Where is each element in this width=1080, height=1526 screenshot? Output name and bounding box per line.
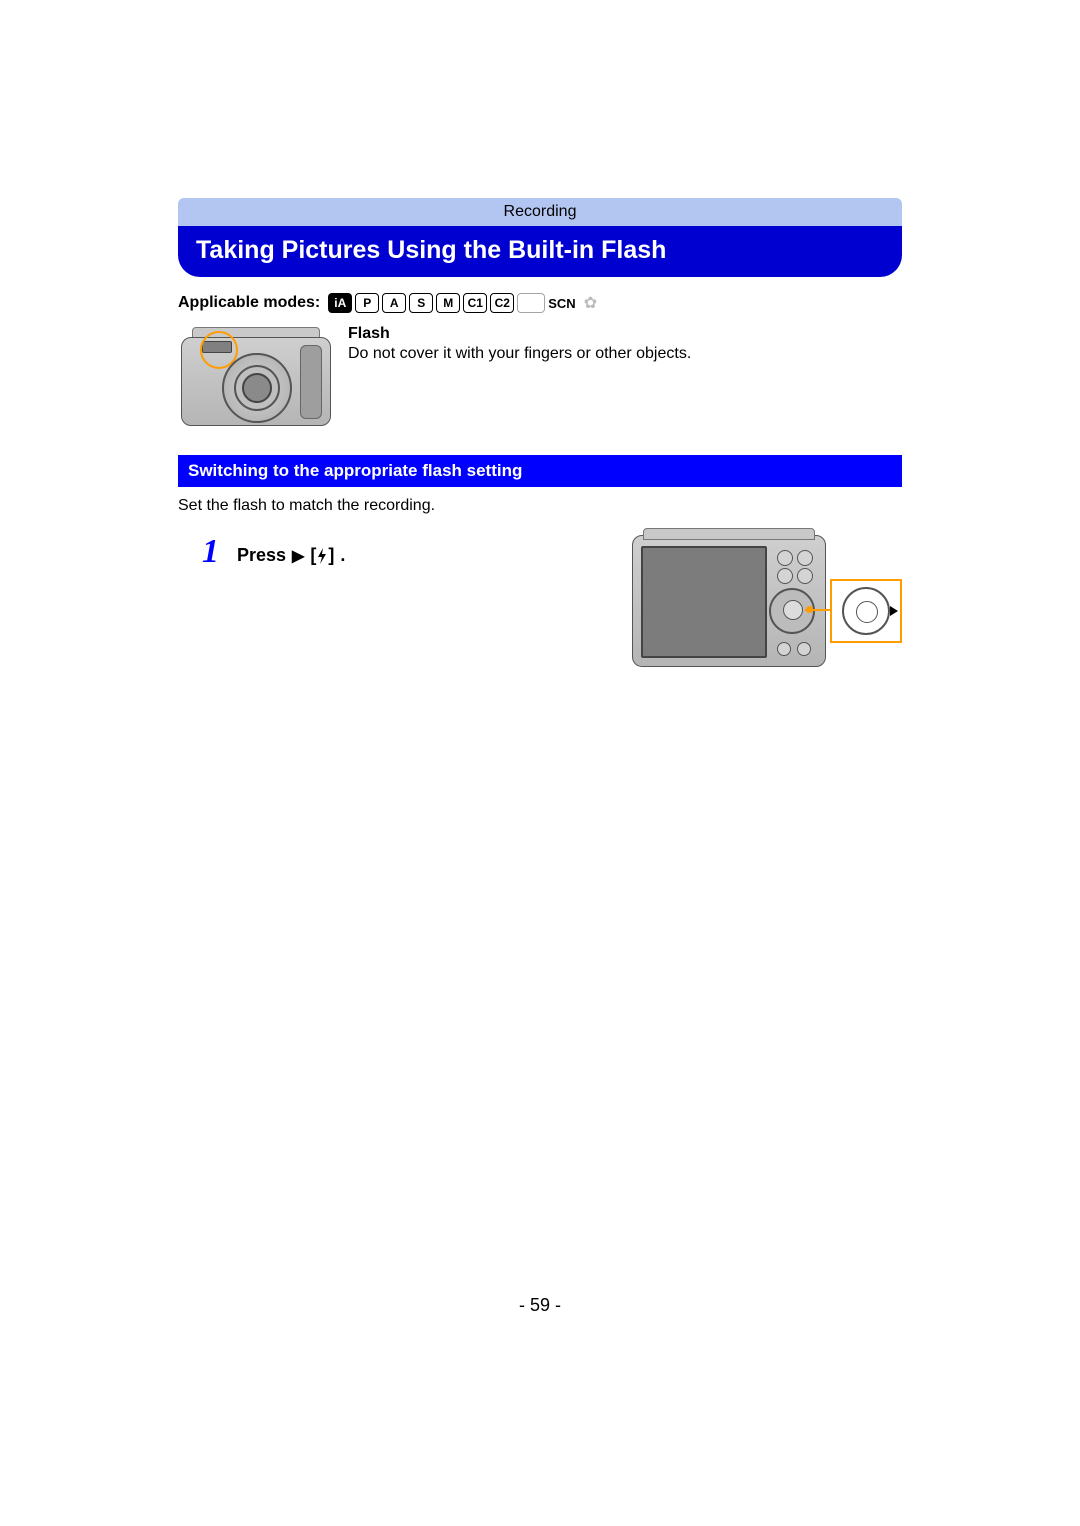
flash-heading: Flash bbox=[348, 325, 902, 343]
breadcrumb-bar: Recording bbox=[178, 198, 902, 226]
step-instruction: Press ▶ [] . bbox=[237, 535, 614, 566]
step-suffix: . bbox=[340, 545, 345, 566]
page-title-bar: Taking Pictures Using the Built-in Flash bbox=[178, 226, 902, 277]
camera-front-illustration bbox=[178, 323, 334, 429]
page-title: Taking Pictures Using the Built-in Flash bbox=[196, 236, 666, 264]
page-number: - 59 - bbox=[0, 1295, 1080, 1316]
mode-icon: S bbox=[409, 293, 433, 313]
applicable-modes-row: Applicable modes: iAPASMC1C2 SCN ✿ bbox=[178, 293, 902, 313]
mode-icon: A bbox=[382, 293, 406, 313]
palette-icon: ✿ bbox=[584, 293, 597, 313]
mode-icon: iA bbox=[328, 293, 352, 313]
breadcrumb-text: Recording bbox=[504, 203, 577, 220]
step-1-row: 1 Press ▶ [] . bbox=[178, 535, 902, 705]
section-subheading: Switching to the appropriate flash setti… bbox=[178, 455, 902, 487]
applicable-label: Applicable modes: bbox=[178, 294, 320, 312]
camera-back-illustration bbox=[632, 535, 902, 705]
manual-page: Recording Taking Pictures Using the Buil… bbox=[0, 0, 1080, 1526]
mode-icon bbox=[517, 293, 545, 313]
flash-body: Do not cover it with your fingers or oth… bbox=[348, 343, 902, 365]
section-caption: Set the flash to match the recording. bbox=[178, 497, 902, 515]
mode-icons: iAPASMC1C2 SCN bbox=[328, 293, 575, 313]
mode-icon: P bbox=[355, 293, 379, 313]
right-arrow-icon: ▶ bbox=[292, 546, 304, 566]
mode-icon: C2 bbox=[490, 293, 514, 313]
mode-icon: M bbox=[436, 293, 460, 313]
flash-description-block: Flash Do not cover it with your fingers … bbox=[178, 323, 902, 429]
section-subheading-text: Switching to the appropriate flash setti… bbox=[188, 461, 522, 480]
mode-icon: SCN bbox=[548, 296, 575, 311]
right-arrow-icon bbox=[890, 606, 898, 616]
step-prefix: Press bbox=[237, 545, 286, 566]
dpad-detail-callout bbox=[830, 579, 902, 643]
mode-icon: C1 bbox=[463, 293, 487, 313]
flash-icon bbox=[316, 548, 328, 564]
flash-icon-bracket: [] bbox=[310, 545, 334, 566]
step-number: 1 bbox=[202, 535, 219, 569]
